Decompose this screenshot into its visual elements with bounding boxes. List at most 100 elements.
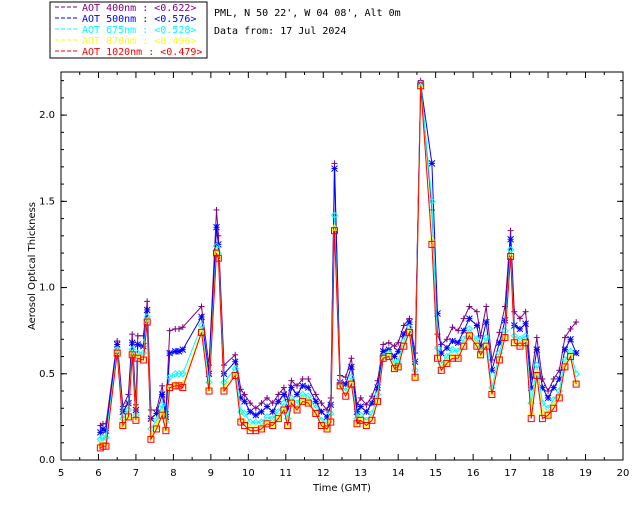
data-point (572, 349, 580, 357)
data-point (134, 332, 141, 339)
data-point (507, 253, 515, 261)
data-point (288, 377, 295, 384)
data-point (327, 418, 335, 426)
data-point (460, 327, 468, 335)
data-point (213, 206, 220, 213)
data-point (179, 324, 186, 331)
data-point (477, 351, 485, 359)
data-point (454, 354, 462, 362)
data-point (438, 341, 445, 348)
data-point (522, 308, 529, 315)
data-point (274, 415, 282, 423)
data-point (357, 403, 365, 410)
data-point (516, 315, 523, 322)
data-point (495, 356, 503, 364)
data-point (288, 384, 295, 391)
data-point (299, 375, 306, 382)
location-text: PML, N 50 22', W 04 08', Alt 0m (214, 8, 401, 19)
data-point (488, 356, 495, 363)
data-point (561, 363, 569, 371)
data-point (198, 328, 205, 336)
data-point (132, 416, 140, 424)
y-tick-label: 1.0 (39, 283, 55, 294)
data-point (287, 399, 295, 407)
data-point (269, 400, 276, 407)
legend-label: AOT 1020nm : <0.479> (82, 47, 202, 58)
data-point (448, 352, 457, 361)
data-point (246, 408, 254, 416)
data-point (312, 391, 319, 398)
data-point (357, 416, 365, 424)
data-point (443, 336, 450, 343)
data-point (237, 386, 244, 393)
data-point (434, 354, 442, 362)
data-point (317, 419, 326, 428)
series-4 (96, 82, 580, 452)
data-point (263, 403, 271, 410)
data-point (214, 254, 222, 262)
y-tick-label: 2.0 (39, 110, 55, 121)
data-point (516, 325, 524, 333)
data-point (179, 346, 187, 353)
data-point (362, 422, 370, 430)
data-point (331, 227, 339, 235)
data-point (473, 322, 481, 329)
data-point (165, 373, 174, 381)
data-point (128, 339, 136, 347)
data-point (247, 400, 254, 407)
data-point (390, 365, 398, 373)
data-point (336, 382, 344, 390)
data-point (304, 399, 312, 407)
data-point (437, 366, 445, 374)
data-point (171, 380, 180, 388)
x-tick-label: 6 (95, 468, 101, 479)
data-point (213, 223, 220, 231)
data-point (347, 380, 355, 388)
data-point (454, 352, 462, 361)
data-point (496, 329, 503, 336)
x-tick-label: 16 (467, 468, 480, 479)
data-point (241, 398, 248, 405)
x-tick-label: 11 (279, 468, 292, 479)
data-point (252, 405, 259, 412)
data-point (231, 372, 239, 380)
data-point (567, 353, 575, 361)
data-point (280, 384, 287, 391)
data-point (96, 429, 104, 436)
data-point (573, 319, 580, 326)
data-point (294, 382, 301, 389)
data-point (257, 425, 265, 433)
data-point (488, 390, 496, 398)
data-point (298, 395, 307, 404)
data-point (362, 408, 370, 416)
data-point (544, 394, 552, 402)
legend-label: AOT 400nm : <0.622> (82, 3, 196, 14)
data-point (119, 422, 127, 430)
x-axis-title: Time (GMT) (312, 483, 371, 494)
data-point (455, 327, 462, 334)
data-point (312, 398, 320, 405)
data-point (240, 409, 249, 418)
x-tick-label: 10 (242, 468, 255, 479)
data-point (212, 249, 220, 257)
data-point (460, 315, 467, 322)
data-point (394, 363, 402, 371)
data-point (400, 322, 407, 329)
data-point (175, 382, 183, 390)
data-point (380, 341, 387, 348)
data-point (241, 391, 248, 398)
data-point (166, 327, 173, 334)
data-point (385, 339, 392, 346)
x-tick-label: 13 (354, 468, 367, 479)
series-line (100, 85, 577, 449)
series-layer (96, 77, 580, 452)
data-point (331, 165, 338, 172)
data-point (166, 349, 174, 357)
data-point (473, 342, 481, 350)
data-point (357, 394, 364, 401)
data-point (567, 325, 574, 332)
data-point (232, 351, 239, 358)
data-point (275, 391, 282, 398)
data-point (293, 406, 301, 414)
